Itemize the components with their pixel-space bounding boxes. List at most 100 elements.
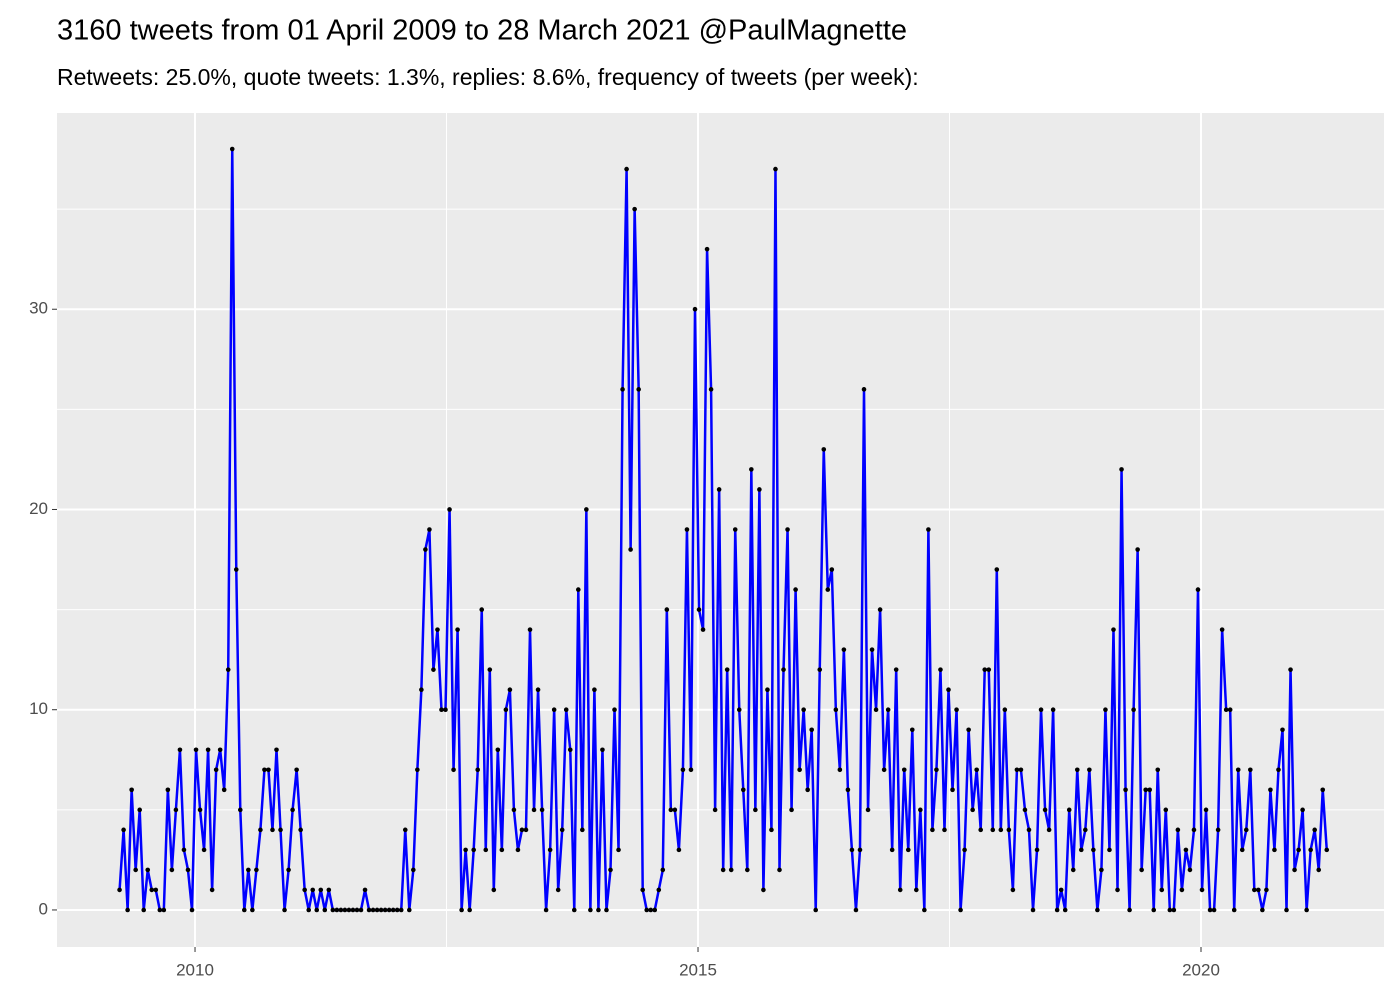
point bbox=[684, 527, 690, 532]
point bbox=[740, 787, 746, 793]
point bbox=[539, 807, 545, 813]
point bbox=[547, 847, 553, 853]
point bbox=[169, 867, 175, 873]
point bbox=[857, 847, 863, 853]
point bbox=[1268, 787, 1273, 793]
point bbox=[1316, 867, 1322, 873]
point bbox=[716, 487, 722, 492]
point bbox=[507, 687, 513, 692]
point bbox=[901, 767, 907, 773]
point bbox=[266, 767, 271, 773]
point bbox=[877, 607, 883, 612]
point bbox=[608, 867, 613, 873]
point bbox=[370, 907, 376, 913]
point bbox=[785, 527, 790, 532]
point bbox=[736, 707, 742, 713]
chart-title: 3160 tweets from 01 April 2009 to 28 Mar… bbox=[57, 15, 907, 47]
point bbox=[1191, 827, 1197, 833]
point bbox=[270, 827, 275, 833]
point bbox=[873, 707, 879, 713]
point bbox=[1304, 907, 1309, 913]
point bbox=[1103, 707, 1108, 713]
point bbox=[435, 627, 440, 632]
point bbox=[1284, 907, 1289, 913]
point bbox=[978, 827, 983, 833]
point bbox=[495, 747, 501, 753]
point bbox=[712, 807, 718, 813]
point bbox=[491, 887, 497, 893]
point bbox=[1260, 907, 1265, 913]
point bbox=[728, 867, 734, 873]
point bbox=[479, 607, 485, 612]
point bbox=[998, 827, 1004, 833]
point bbox=[1058, 887, 1064, 893]
point bbox=[201, 847, 207, 853]
point bbox=[885, 707, 891, 713]
point bbox=[398, 907, 404, 913]
point bbox=[676, 847, 682, 853]
point bbox=[1026, 827, 1032, 833]
point bbox=[330, 907, 336, 913]
point bbox=[173, 807, 179, 813]
point bbox=[753, 807, 758, 813]
point bbox=[704, 246, 710, 252]
point bbox=[213, 767, 219, 773]
point bbox=[411, 867, 416, 873]
point bbox=[592, 687, 597, 692]
point bbox=[519, 827, 525, 833]
point bbox=[1046, 827, 1052, 833]
point bbox=[982, 667, 988, 672]
point bbox=[688, 767, 694, 773]
point bbox=[1002, 707, 1008, 713]
point bbox=[942, 827, 947, 833]
x-tick-label: 2010 bbox=[176, 960, 214, 979]
point bbox=[225, 667, 231, 672]
point bbox=[1131, 707, 1136, 713]
point bbox=[1272, 847, 1277, 853]
point bbox=[1203, 807, 1209, 813]
point bbox=[503, 707, 509, 713]
point bbox=[487, 667, 493, 672]
point bbox=[914, 887, 919, 893]
point bbox=[1199, 887, 1205, 893]
point bbox=[1227, 707, 1233, 713]
point bbox=[443, 707, 448, 713]
point bbox=[338, 907, 344, 913]
point bbox=[1183, 847, 1189, 853]
y-tick-label: 30 bbox=[29, 299, 48, 318]
point bbox=[121, 827, 126, 833]
point bbox=[326, 887, 332, 893]
point bbox=[732, 527, 738, 532]
point bbox=[821, 447, 827, 452]
point bbox=[1179, 887, 1185, 893]
point bbox=[761, 887, 766, 893]
point bbox=[1006, 827, 1012, 833]
point bbox=[1070, 867, 1076, 873]
point bbox=[1187, 867, 1193, 873]
point bbox=[278, 827, 283, 833]
point bbox=[700, 627, 706, 632]
point bbox=[769, 827, 774, 833]
point bbox=[781, 667, 786, 672]
point bbox=[1010, 887, 1016, 893]
y-tick-label: 20 bbox=[29, 499, 48, 518]
point bbox=[922, 907, 927, 913]
point bbox=[483, 847, 489, 853]
point bbox=[1115, 887, 1120, 893]
point bbox=[946, 687, 951, 692]
point bbox=[141, 907, 147, 913]
point bbox=[1107, 847, 1112, 853]
point bbox=[137, 807, 142, 813]
point bbox=[1276, 767, 1281, 773]
point bbox=[672, 807, 678, 813]
point bbox=[805, 787, 810, 793]
point bbox=[1252, 887, 1257, 893]
point bbox=[193, 747, 199, 753]
point bbox=[382, 907, 388, 913]
point bbox=[567, 747, 573, 753]
point bbox=[185, 867, 191, 873]
point bbox=[1034, 847, 1040, 853]
point bbox=[262, 767, 267, 773]
point bbox=[475, 767, 481, 773]
point bbox=[1078, 847, 1084, 853]
